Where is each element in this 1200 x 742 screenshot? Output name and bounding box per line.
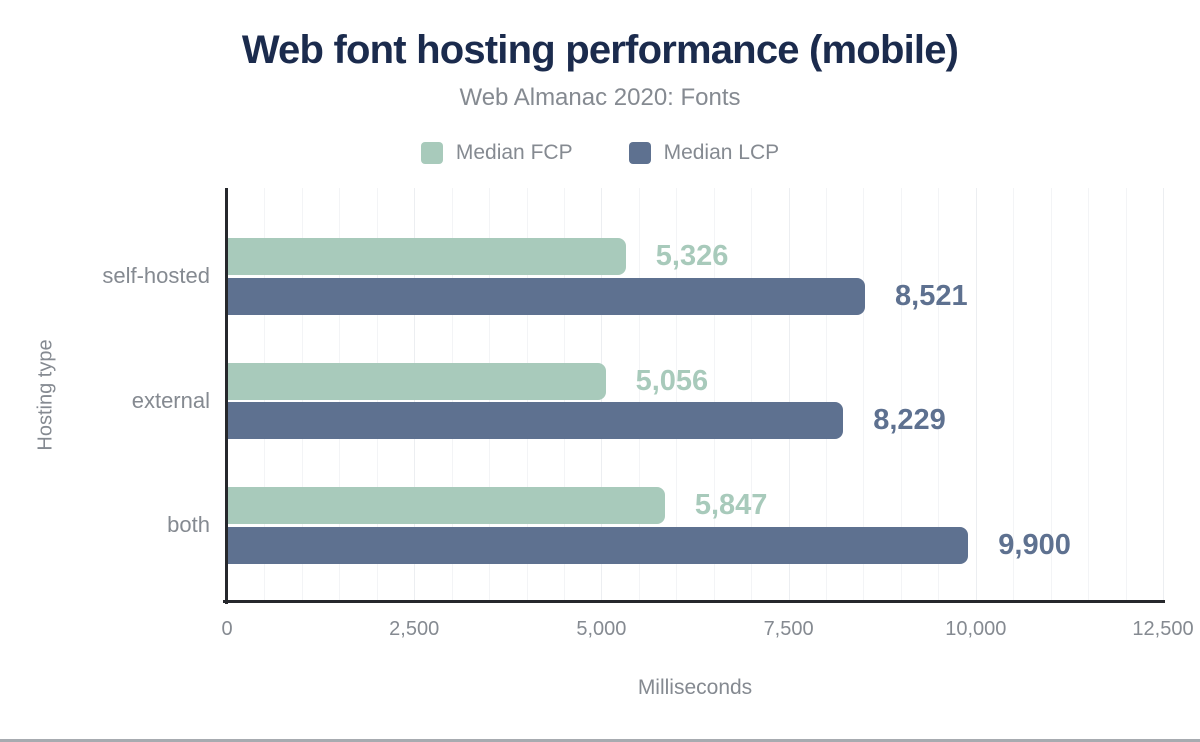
bar-lcp-both [227,526,969,564]
x-tick-label-5000: 5,000 [576,618,627,640]
x-tick-label-10000: 10,000 [945,618,1007,640]
x-axis-title: Milliseconds [637,676,753,699]
category-label-both: both [167,512,210,538]
legend-label-median-lcp: Median LCP [663,141,780,164]
gridline [1088,188,1090,602]
gridline [826,188,828,602]
gridline [1050,188,1052,602]
bar-value-label: 8,229 [873,404,946,436]
bar-value-label: 8,521 [895,279,968,312]
legend-swatch-fcp-icon [420,142,443,164]
y-axis-title: Hosting type [34,339,57,451]
category-label-self-hosted: self-hosted [102,263,210,289]
bar-fcp-both [227,487,665,524]
bottom-border [0,739,1200,742]
gridline [751,188,753,602]
gridline [938,188,940,602]
gridline [863,188,865,602]
category-label-external: external [131,387,210,413]
x-tick-label-2500: 2,500 [389,618,440,640]
x-axis-line [223,600,1165,603]
x-tick-label-7500: 7,500 [763,618,814,640]
bar-value-label: 5,847 [694,489,768,521]
bar-fcp-self-hosted [227,238,626,275]
gridline [1163,188,1164,602]
legend: Median FCP Median LCP [0,141,1200,165]
legend-label-median-fcp: Median FCP [455,141,573,164]
gridline [1125,188,1127,602]
bar-value-label: 5,056 [635,364,709,397]
gridline [676,188,678,602]
legend-swatch-lcp-icon [628,142,651,164]
plot-area: 5,326 8,521 5,056 8,229 5,847 9,900 [227,188,1164,602]
bar-lcp-self-hosted [227,277,866,315]
gridline [713,188,715,602]
x-tick-label-0: 0 [221,618,233,640]
bar-lcp-external [227,402,844,439]
bar-value-label: 9,900 [998,528,1071,561]
gridline [900,188,902,602]
gridline [638,188,640,602]
chart-title: Web font hosting performance (mobile) [241,28,959,72]
gridline [1013,188,1015,602]
legend-item-median-lcp: Median LCP [628,141,780,165]
chart-subtitle: Web Almanac 2020: Fonts [459,84,741,111]
bar-value-label: 5,326 [655,240,729,272]
gridline [975,188,977,602]
bar-fcp-external [227,362,606,400]
gridline [788,188,790,602]
y-axis-line [225,188,228,604]
legend-item-median-fcp: Median FCP [420,141,573,165]
x-tick-label-12500: 12,500 [1132,618,1194,640]
